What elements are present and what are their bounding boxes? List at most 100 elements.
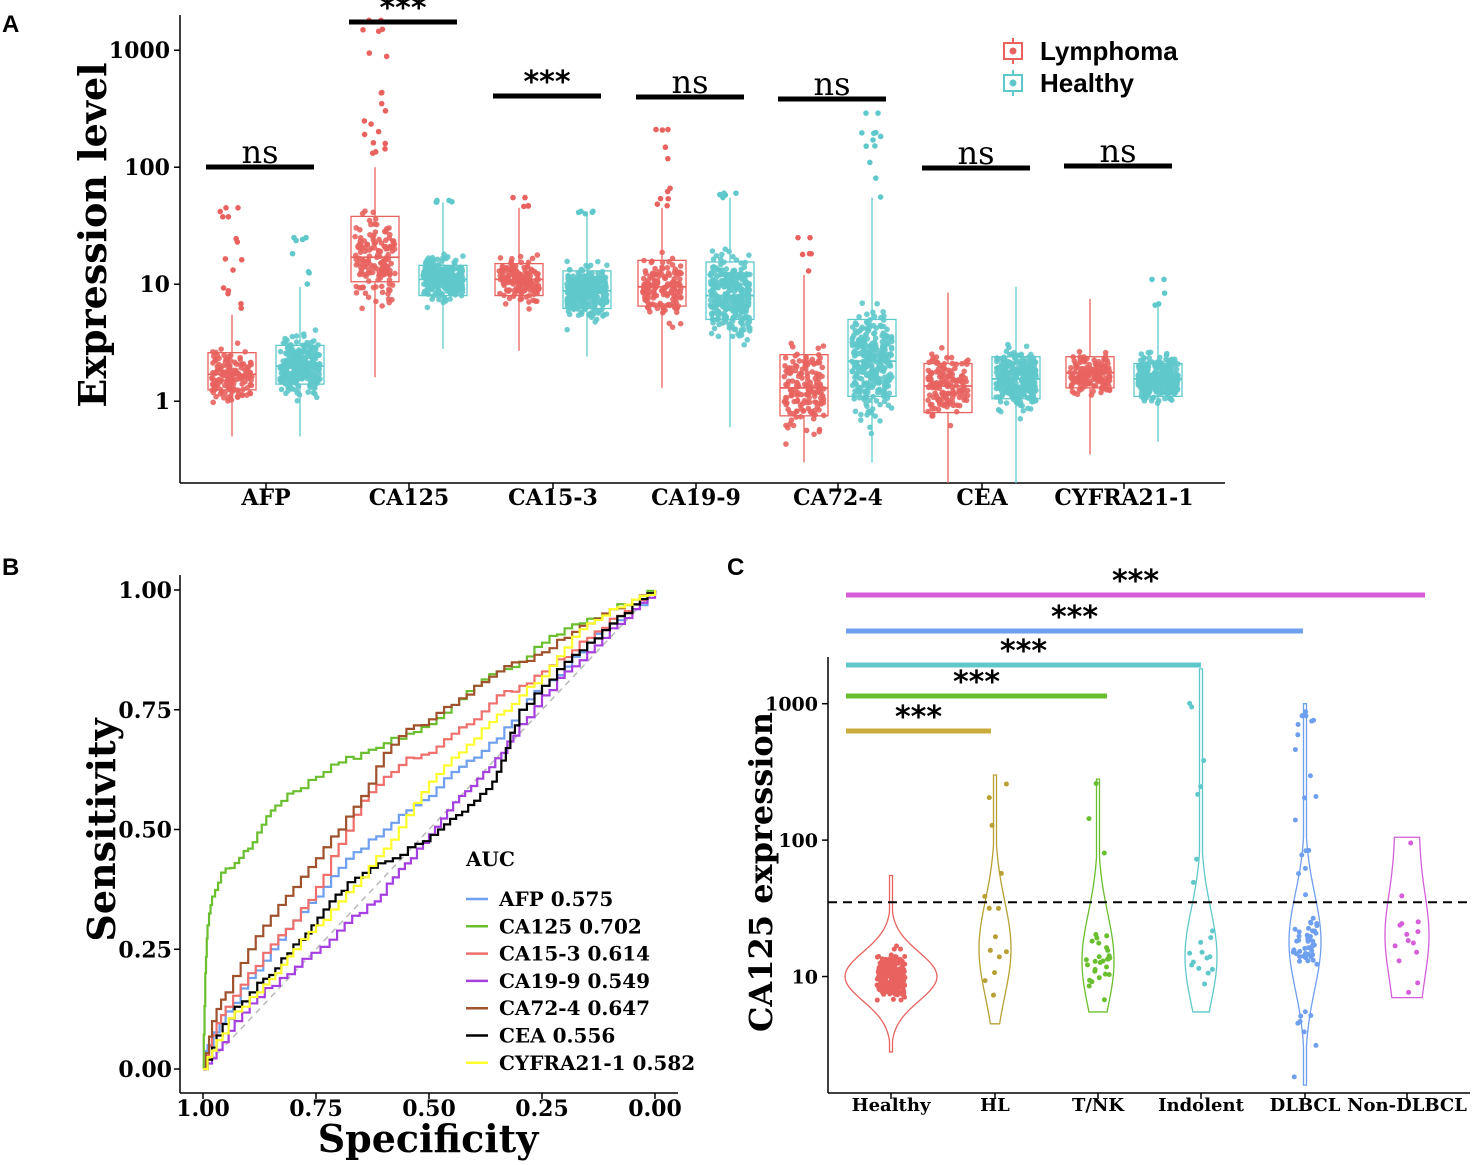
jitter-point <box>535 275 541 282</box>
violin-point <box>897 968 903 974</box>
box-lymphoma-ca72-4 <box>779 234 829 463</box>
jitter-point <box>1030 392 1036 399</box>
violin-point <box>1292 817 1298 823</box>
jitter-point <box>746 287 753 293</box>
jitter-point <box>209 376 215 382</box>
jitter-point <box>224 377 230 384</box>
jitter-point <box>587 283 594 289</box>
violin-point <box>1199 949 1205 955</box>
jitter-point <box>877 401 883 408</box>
violin-point <box>1187 950 1193 956</box>
jitter-point <box>667 185 673 192</box>
jitter-point <box>578 208 584 215</box>
violin-point <box>1293 951 1299 957</box>
jitter-point <box>383 246 389 252</box>
jitter-point <box>1014 360 1021 366</box>
jitter-point <box>517 253 524 260</box>
jitter-point <box>1026 362 1032 369</box>
jitter-point <box>653 126 659 133</box>
violin-point <box>1415 919 1421 925</box>
comparison-label: *** <box>1051 600 1098 635</box>
jitter-point <box>710 305 717 311</box>
significance-label: *** <box>379 0 426 26</box>
jitter-point <box>238 256 245 263</box>
jitter-point <box>386 235 393 241</box>
jitter-point <box>300 331 307 337</box>
violin-point <box>876 967 882 973</box>
jitter-point <box>876 386 883 393</box>
jitter-point <box>665 126 671 133</box>
jitter-point <box>222 256 229 262</box>
panel-letter-c: C <box>727 554 744 581</box>
jitter-point <box>1092 360 1099 367</box>
jitter-point <box>641 257 647 264</box>
violin-point <box>1301 795 1307 801</box>
jitter-point <box>306 372 312 378</box>
violin-point <box>996 954 1002 960</box>
jitter-point <box>816 371 823 378</box>
jitter-point <box>365 278 372 284</box>
jitter-point <box>958 373 965 380</box>
violin-point <box>1410 940 1416 946</box>
jitter-point <box>438 266 444 273</box>
jitter-point <box>424 304 431 311</box>
jitter-point <box>856 328 863 335</box>
jitter-point <box>285 346 292 353</box>
jitter-point <box>288 384 295 391</box>
panel-a-xtick-label: CA72-4 <box>793 485 883 511</box>
legend-label-healthy: Healthy <box>1040 68 1134 98</box>
jitter-point <box>438 290 445 297</box>
jitter-point <box>959 360 965 367</box>
jitter-point <box>216 376 222 383</box>
jitter-point <box>733 190 739 196</box>
legend-label-ca19-9: CA19-9 0.549 <box>499 969 650 993</box>
violin-outline <box>844 874 938 1053</box>
violin-point <box>1205 970 1211 976</box>
jitter-point <box>783 394 789 401</box>
jitter-point <box>515 270 522 277</box>
jitter-point <box>511 280 517 286</box>
jitter-point <box>458 292 465 299</box>
jitter-point <box>664 264 671 271</box>
jitter-point <box>223 204 229 211</box>
box-lymphoma-ca125 <box>350 17 400 378</box>
jitter-point <box>964 361 970 367</box>
jitter-point <box>568 290 575 297</box>
jitter-point <box>385 291 391 297</box>
jitter-point <box>361 131 368 138</box>
jitter-point <box>849 358 855 365</box>
jitter-point <box>870 354 877 360</box>
panel-a-ytick-label: 1000 <box>109 38 170 64</box>
panel-b-xtick-label: 0.75 <box>289 1096 343 1122</box>
jitter-point <box>1098 375 1105 382</box>
jitter-point <box>1105 380 1111 386</box>
jitter-point <box>501 292 507 299</box>
jitter-point <box>376 248 382 254</box>
jitter-point <box>510 293 517 300</box>
jitter-point <box>657 300 663 307</box>
violin-point <box>1303 848 1309 854</box>
jitter-point <box>376 271 383 278</box>
jitter-point <box>880 308 886 315</box>
violin-point <box>1096 954 1102 960</box>
jitter-point <box>528 280 534 287</box>
jitter-point <box>799 375 805 381</box>
jitter-point <box>1000 368 1007 375</box>
jitter-point <box>941 365 948 372</box>
jitter-point <box>867 375 874 381</box>
jitter-point <box>211 370 218 377</box>
jitter-point <box>597 277 604 284</box>
jitter-point <box>593 316 600 323</box>
violin-point <box>882 965 888 971</box>
panel-c-xtick-label: HL <box>980 1095 1010 1116</box>
jitter-point <box>867 424 873 431</box>
jitter-point <box>717 272 723 278</box>
jitter-point <box>1163 356 1169 363</box>
jitter-point <box>849 368 856 375</box>
jitter-point <box>225 361 231 368</box>
jitter-point <box>726 275 733 281</box>
jitter-point <box>711 325 718 332</box>
jitter-point <box>794 397 801 404</box>
jitter-point <box>644 286 651 293</box>
violin-point <box>1300 712 1306 718</box>
